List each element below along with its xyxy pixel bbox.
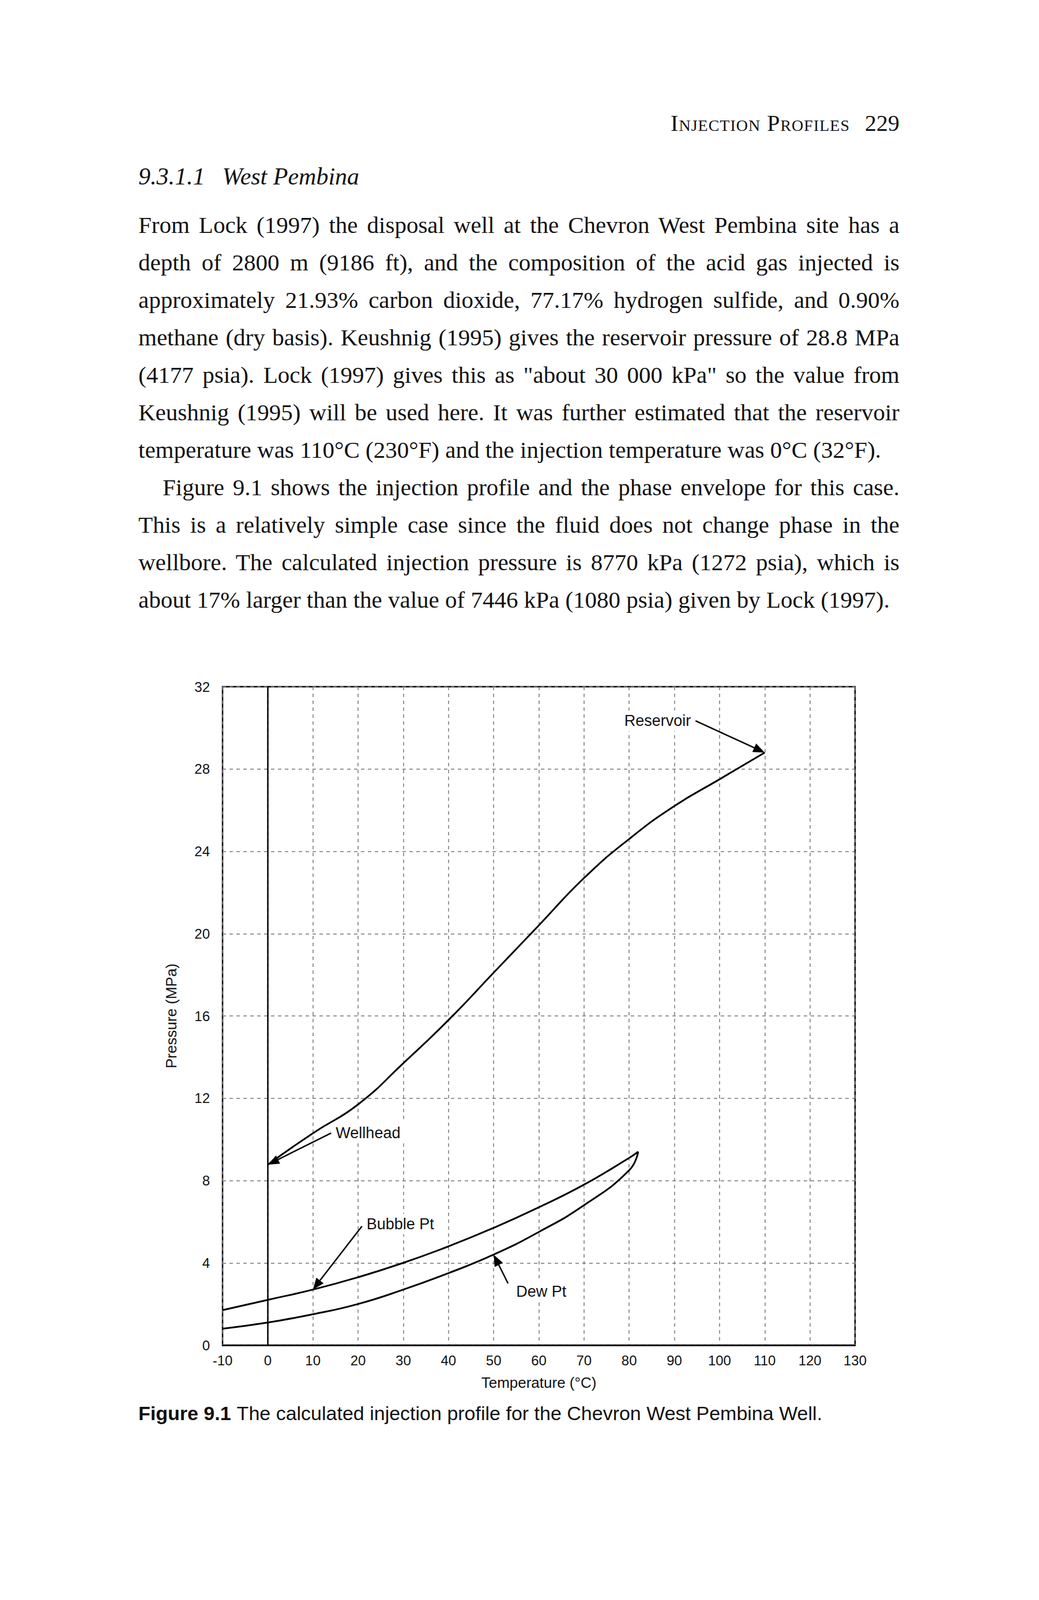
svg-text:4: 4: [202, 1255, 210, 1271]
svg-text:28: 28: [194, 761, 210, 777]
svg-text:60: 60: [531, 1352, 547, 1369]
svg-text:Wellhead: Wellhead: [335, 1124, 401, 1142]
svg-text:40: 40: [440, 1352, 457, 1369]
svg-text:110: 110: [753, 1352, 776, 1369]
svg-text:100: 100: [708, 1352, 732, 1369]
svg-text:16: 16: [194, 1008, 210, 1025]
svg-text:Temperature (°C): Temperature (°C): [481, 1373, 597, 1392]
svg-text:30: 30: [395, 1352, 412, 1369]
svg-text:120: 120: [798, 1352, 822, 1369]
svg-text:Bubble Pt: Bubble Pt: [366, 1215, 435, 1233]
svg-text:70: 70: [576, 1352, 593, 1369]
html-text:229: 229: [864, 110, 900, 137]
svg-text:Dew Pt: Dew Pt: [516, 1282, 567, 1301]
svg-text:32: 32: [194, 679, 210, 695]
svg-text:8: 8: [202, 1172, 210, 1189]
html-text:Figure 9.1 shows the injection: Figure 9.1 shows the injection profile a…: [138, 473, 900, 613]
svg-text:0: 0: [202, 1337, 210, 1354]
svg-text:20: 20: [350, 1352, 367, 1369]
html-text:9.3.1.1: 9.3.1.1: [138, 163, 205, 190]
svg-text:24: 24: [194, 843, 210, 860]
svg-text:80: 80: [621, 1352, 638, 1369]
svg-text:90: 90: [666, 1352, 683, 1369]
svg-text:10: 10: [305, 1352, 321, 1369]
svg-text:20: 20: [194, 925, 210, 942]
svg-text:-10: -10: [212, 1352, 233, 1369]
svg-text:0: 0: [264, 1352, 272, 1369]
html-text:From Lock (1997) the disposal: From Lock (1997) the disposal well at th…: [138, 211, 900, 463]
svg-text:Reservoir: Reservoir: [624, 712, 692, 730]
html-text:Figure 9.1 The calculated inje: Figure 9.1 The calculated injection prof…: [138, 1402, 823, 1425]
svg-text:12: 12: [194, 1090, 210, 1106]
html-text:Injection Profiles: Injection Profiles: [670, 110, 850, 137]
html-text:West Pembina: West Pembina: [222, 163, 360, 190]
svg-text:Pressure (MPa): Pressure (MPa): [162, 963, 180, 1069]
svg-text:130: 130: [843, 1352, 867, 1369]
svg-text:50: 50: [486, 1352, 502, 1369]
